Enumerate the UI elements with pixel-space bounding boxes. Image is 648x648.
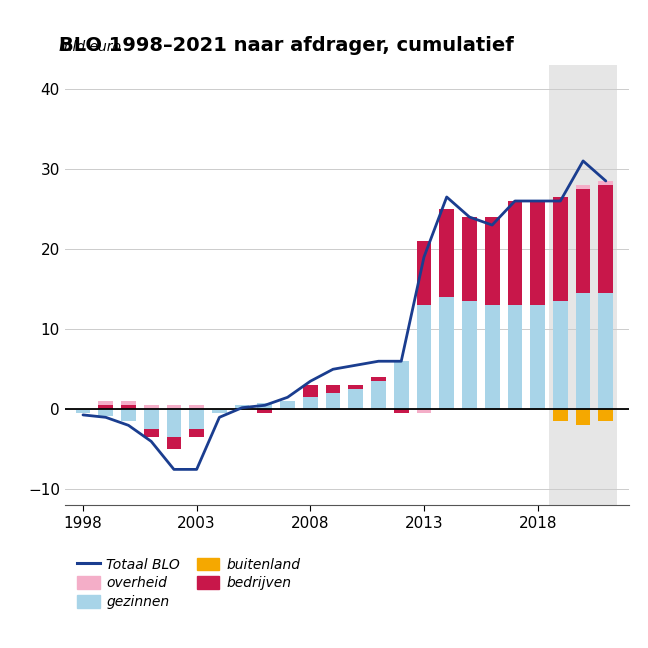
Bar (394, 361, 409, 410)
Bar (189, 430, 204, 437)
Bar (462, 301, 477, 410)
Bar (98, 410, 113, 416)
Bar (553, 301, 568, 410)
Bar (280, 401, 295, 410)
Bar (439, 297, 454, 410)
Bar (549, 65, 617, 505)
Bar (167, 405, 181, 410)
Bar (121, 401, 136, 405)
Bar (507, 201, 522, 305)
Text: BLO 1998–2021 naar afdrager, cumulatief: BLO 1998–2021 naar afdrager, cumulatief (59, 36, 514, 55)
Bar (371, 381, 386, 410)
Bar (98, 401, 113, 405)
Bar (485, 217, 500, 305)
Bar (257, 410, 272, 413)
Bar (349, 389, 363, 410)
Bar (417, 241, 432, 305)
Bar (144, 405, 159, 410)
Legend: Totaal BLO, overheid, gezinnen, buitenland, bedrijven, : Totaal BLO, overheid, gezinnen, buitenla… (72, 552, 306, 615)
Bar (575, 410, 590, 425)
Bar (121, 410, 136, 421)
Bar (121, 405, 136, 410)
Bar (326, 393, 340, 410)
Bar (189, 410, 204, 430)
Bar (349, 386, 363, 389)
Bar (189, 405, 204, 410)
Bar (98, 405, 113, 410)
Bar (507, 305, 522, 410)
Bar (303, 386, 318, 397)
Bar (575, 189, 590, 293)
Bar (257, 403, 272, 410)
Bar (235, 405, 249, 410)
Bar (599, 410, 613, 421)
Bar (530, 201, 545, 305)
Text: mld euro: mld euro (59, 40, 121, 54)
Bar (371, 377, 386, 381)
Bar (144, 410, 159, 430)
Bar (553, 410, 568, 421)
Bar (462, 217, 477, 301)
Bar (439, 209, 454, 297)
Bar (167, 437, 181, 449)
Bar (575, 293, 590, 410)
Bar (417, 410, 432, 413)
Bar (599, 185, 613, 293)
Bar (417, 305, 432, 410)
Bar (303, 397, 318, 410)
Bar (212, 410, 227, 413)
Bar (599, 293, 613, 410)
Bar (76, 410, 90, 413)
Bar (144, 430, 159, 437)
Bar (485, 305, 500, 410)
Bar (394, 410, 409, 413)
Bar (326, 386, 340, 393)
Bar (167, 410, 181, 437)
Bar (553, 197, 568, 301)
Bar (599, 181, 613, 185)
Bar (575, 185, 590, 189)
Bar (530, 305, 545, 410)
